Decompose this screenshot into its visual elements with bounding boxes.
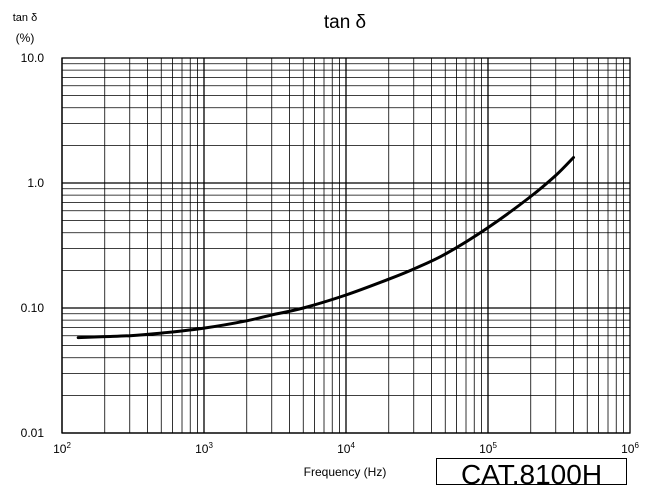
x-tick-label: 102: [53, 441, 71, 456]
plot-frame: [61, 57, 631, 434]
x-tick-label: 105: [479, 441, 497, 456]
y-axis-label: tan δ: [13, 12, 37, 24]
y-tick-labels: 10.0 1.0 0.10 0.01: [21, 51, 45, 440]
x-tick-label: 103: [195, 441, 213, 456]
y-tick-label: 0.01: [21, 426, 45, 440]
x-tick-labels: 102 103 104 105 106: [53, 441, 639, 456]
series-line: [76, 156, 575, 340]
catalog-code: CAT.8100H: [460, 458, 603, 485]
catalog-code-box: CAT.8100H: [436, 458, 627, 485]
y-tick-label: 0.10: [21, 301, 45, 315]
x-tick-label: 104: [337, 441, 355, 456]
x-axis-label: Frequency (Hz): [304, 465, 387, 479]
y-axis-unit: (%): [16, 31, 35, 45]
y-tick-label: 10.0: [21, 51, 45, 65]
grid-lines: [61, 58, 630, 434]
x-tick-label: 106: [621, 441, 639, 456]
y-tick-label: 1.0: [27, 176, 44, 190]
chart-title: tan δ: [324, 12, 366, 33]
